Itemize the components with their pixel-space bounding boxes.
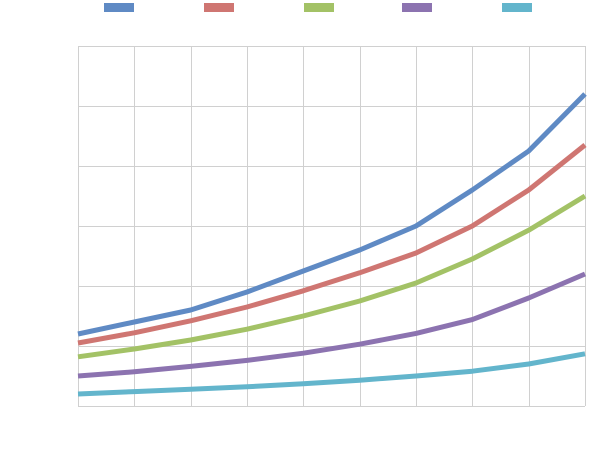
series-line-1 [77,92,587,337]
chart-series [77,92,587,397]
legend-swatch-4 [402,3,432,12]
series-line-3 [77,193,587,360]
legend-swatch-3 [304,3,334,12]
legend-swatch-1 [104,3,134,12]
legend-swatch-5 [502,3,532,12]
series-line-5 [77,351,586,397]
series-line-2 [77,143,587,346]
series-line-4 [77,271,586,379]
chart-grid [78,46,586,407]
legend-swatch-2 [204,3,234,12]
chart-legend [104,3,532,12]
